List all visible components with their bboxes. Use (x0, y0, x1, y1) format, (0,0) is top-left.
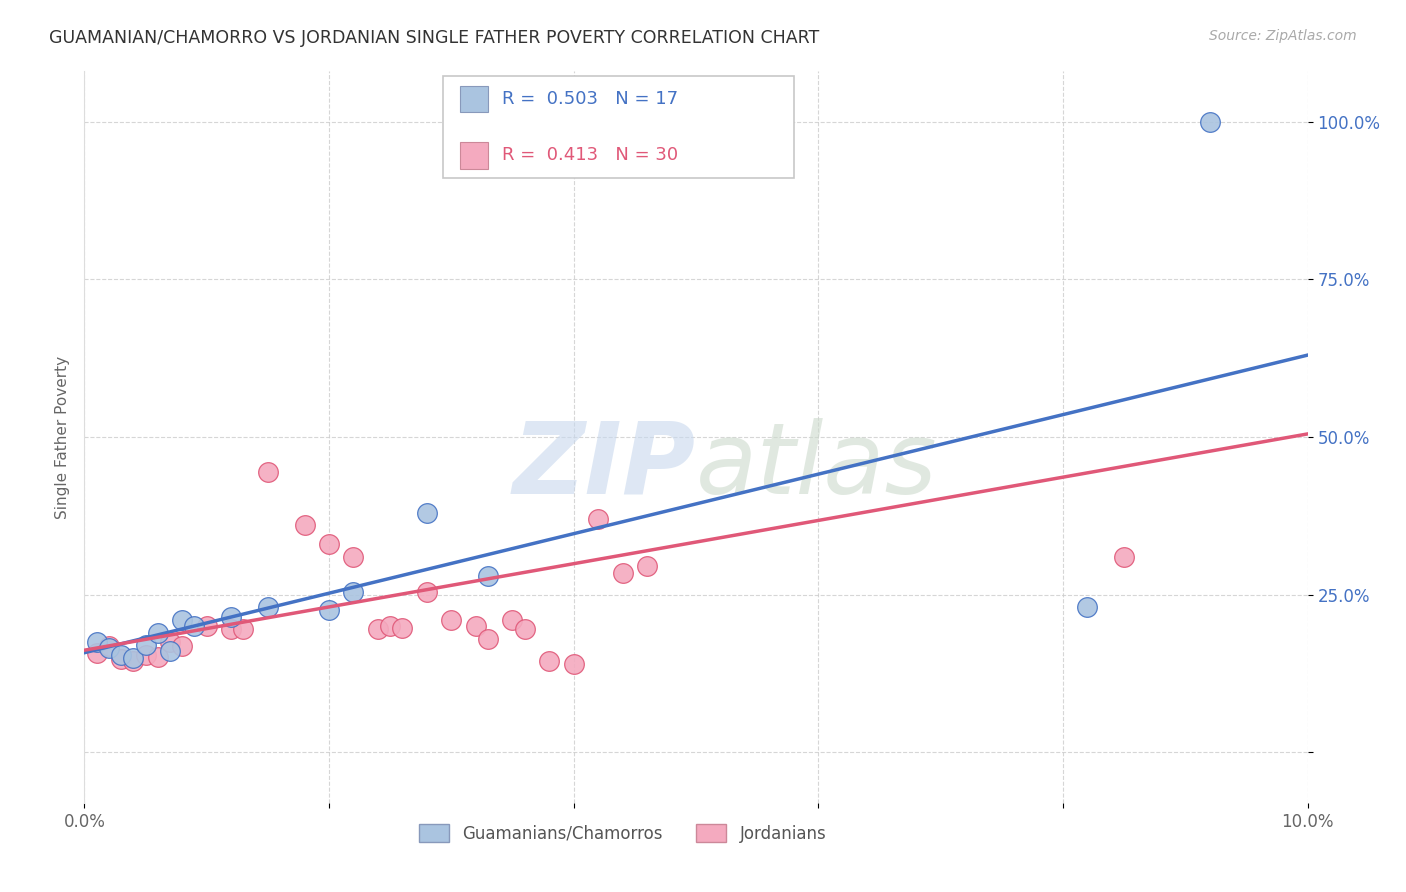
Point (219, 623, 242, 637)
Point (477, 632, 499, 646)
Point (416, 584, 439, 599)
Point (172, 640, 194, 654)
Point (97, 641, 120, 656)
Point (477, 569, 499, 583)
Point (110, 648, 132, 662)
Point (367, 623, 389, 637)
Point (159, 644, 181, 658)
Point (562, 657, 585, 671)
Point (135, 648, 157, 662)
Point (380, 619, 402, 633)
Point (159, 635, 181, 649)
Point (110, 652, 132, 666)
Point (232, 623, 254, 637)
Point (135, 638, 157, 652)
Point (636, 559, 658, 574)
Point (257, 600, 280, 615)
Point (513, 623, 536, 637)
Text: GUAMANIAN/CHAMORRO VS JORDANIAN SINGLE FATHER POVERTY CORRELATION CHART: GUAMANIAN/CHAMORRO VS JORDANIAN SINGLE F… (49, 29, 820, 46)
Point (86, 635, 108, 649)
Point (416, 506, 439, 520)
Text: Source: ZipAtlas.com: Source: ZipAtlas.com (1209, 29, 1357, 43)
Point (219, 609, 242, 624)
Point (342, 584, 364, 599)
Point (502, 613, 524, 627)
Text: R =  0.413   N = 30: R = 0.413 N = 30 (502, 146, 678, 164)
Point (294, 518, 316, 533)
Point (538, 654, 561, 668)
Text: ZIP: ZIP (513, 417, 696, 515)
Point (318, 603, 340, 617)
Point (1076, 600, 1098, 615)
Point (440, 613, 463, 627)
Point (183, 619, 205, 633)
Point (122, 650, 145, 665)
Point (146, 625, 169, 640)
Point (257, 465, 280, 479)
Point (172, 613, 194, 627)
Text: R =  0.503   N = 17: R = 0.503 N = 17 (502, 90, 678, 108)
Point (1198, 115, 1220, 129)
Point (318, 537, 340, 551)
Point (464, 619, 486, 633)
Point (195, 619, 218, 633)
Point (122, 654, 145, 668)
Point (86, 646, 108, 660)
Point (342, 549, 364, 564)
Point (612, 566, 634, 580)
Y-axis label: Single Father Poverty: Single Father Poverty (55, 356, 70, 518)
Point (97, 640, 120, 654)
Point (391, 621, 413, 635)
Point (1114, 549, 1136, 564)
Legend: Guamanians/Chamorros, Jordanians: Guamanians/Chamorros, Jordanians (412, 818, 832, 849)
Text: atlas: atlas (696, 417, 938, 515)
Point (146, 649, 169, 664)
Point (586, 512, 609, 526)
